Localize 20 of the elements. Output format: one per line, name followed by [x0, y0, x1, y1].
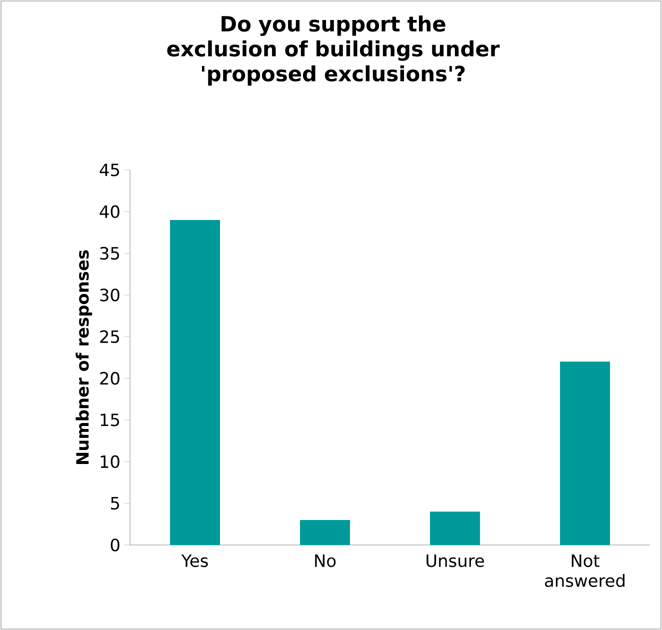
bar	[300, 520, 350, 545]
y-tick-label: 0	[110, 538, 120, 552]
x-tick-label: No	[315, 554, 336, 568]
y-tick-label: 25	[100, 330, 120, 344]
y-axis-title: Numbner of responses	[76, 250, 92, 464]
y-tick-label: 10	[100, 455, 120, 468]
y-tick-label: 40	[100, 205, 120, 218]
x-tick-label: Yes	[181, 554, 208, 568]
bar	[560, 362, 610, 545]
y-tick-label: 45	[100, 164, 120, 176]
y-tick-label: 30	[100, 288, 120, 302]
y-tick-label: 15	[100, 414, 120, 426]
y-tick-label: 35	[100, 246, 120, 260]
x-tick-label: Not answered	[545, 554, 624, 588]
bar	[430, 512, 480, 545]
bar	[170, 220, 220, 545]
y-tick-label: 5	[111, 497, 120, 510]
chart-title: Do you support the exclusion of buildings under 'proposed exclusions'?	[167, 16, 500, 86]
x-tick-label: Unsure	[426, 554, 484, 568]
y-tick-label: 20	[100, 372, 120, 385]
